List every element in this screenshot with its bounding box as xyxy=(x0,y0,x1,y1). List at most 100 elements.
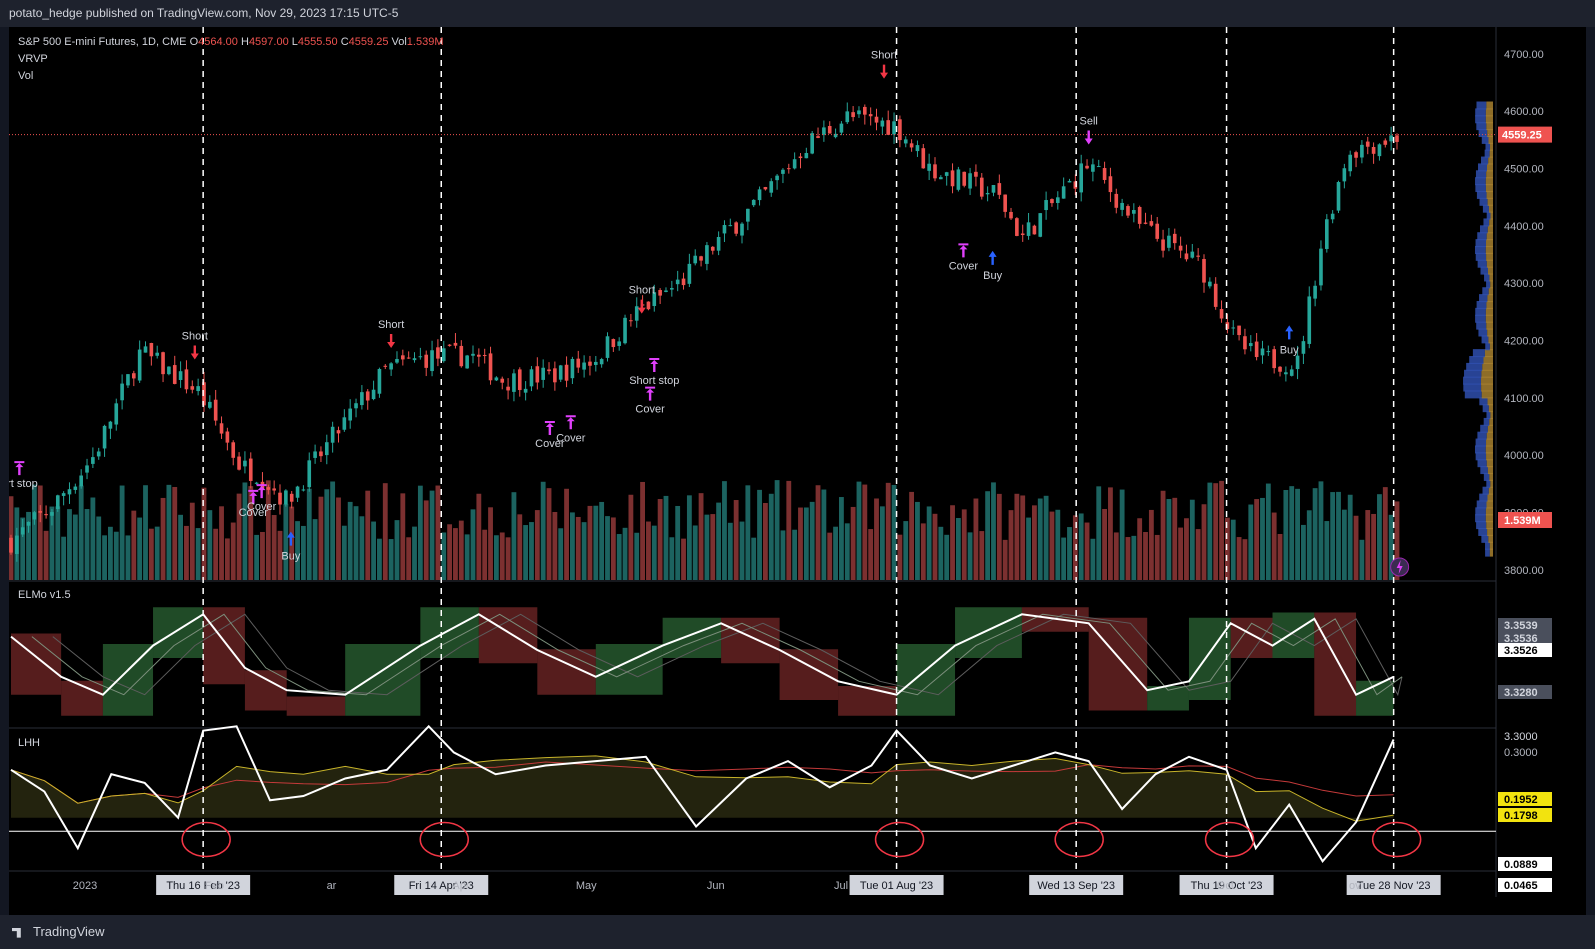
candle-body xyxy=(652,292,657,307)
signal-label: Short xyxy=(182,330,208,342)
elmo-axis-label: 3.3536 xyxy=(1504,633,1538,645)
vrvp-bar xyxy=(1463,383,1482,392)
vrvp-bar xyxy=(1486,211,1491,220)
candle-body xyxy=(278,492,282,505)
vrvp-bar xyxy=(1489,342,1493,351)
candle-body xyxy=(336,430,341,434)
vrvp-bar xyxy=(1487,163,1493,172)
vrvp-bar xyxy=(1488,266,1493,275)
volume-bar xyxy=(833,526,838,580)
chart-canvas[interactable]: 4700.00 4600.00 4500.00 4400.00 4300.00 4200.… xyxy=(9,27,1586,915)
candle-body xyxy=(1026,222,1031,236)
lhh-pane-title[interactable]: LHH xyxy=(18,737,41,749)
candle-body xyxy=(699,256,703,261)
vrvp-bar xyxy=(1483,356,1493,365)
volume-bar xyxy=(727,522,733,580)
volume-bar xyxy=(330,481,336,580)
volume-bar xyxy=(610,517,616,580)
candle-body xyxy=(477,354,481,357)
vrvp-bar xyxy=(1486,459,1493,468)
cover-arrow-icon xyxy=(14,461,25,476)
vrvp-bar xyxy=(1475,452,1487,461)
volume-bar xyxy=(113,531,119,580)
legend-vol[interactable]: Vol xyxy=(18,70,34,82)
candle-body xyxy=(1009,211,1013,219)
vrvp-bar xyxy=(1485,541,1490,550)
volume-bar xyxy=(868,529,874,580)
volume-bar xyxy=(511,492,517,580)
volume-bar xyxy=(184,525,189,580)
candle-body xyxy=(32,512,37,520)
vrvp-bar xyxy=(1485,142,1490,151)
candle-body xyxy=(243,460,247,467)
candle-body xyxy=(1231,327,1236,329)
vrvp-bar xyxy=(1475,184,1486,193)
vrvp-bar xyxy=(1486,321,1493,330)
candle-body xyxy=(734,222,738,234)
short-arrow-icon xyxy=(637,299,646,314)
candle-body xyxy=(728,225,733,227)
candle-body xyxy=(155,352,160,356)
volume-bar xyxy=(1260,497,1265,580)
vrvp-bar xyxy=(1489,218,1493,227)
candle-body xyxy=(1219,309,1224,319)
volume-bar xyxy=(394,520,400,580)
volume-bar xyxy=(751,537,757,580)
candle-body xyxy=(605,336,610,358)
candle-body xyxy=(541,367,545,380)
last-volume-label: 1.539M xyxy=(1504,515,1541,527)
signal-label: Short xyxy=(871,50,897,62)
candle-body xyxy=(944,172,949,176)
date-tag-label: Wed 13 Sep '23 xyxy=(1037,880,1115,892)
lhh-fill xyxy=(11,755,1394,822)
date-tag-label: Tue 28 Nov '23 xyxy=(1357,880,1431,892)
candle-body xyxy=(237,456,241,470)
volume-bar xyxy=(108,526,113,580)
vrvp-bar xyxy=(1480,424,1488,433)
volume-bar xyxy=(1160,490,1166,580)
volume-bar xyxy=(1014,493,1020,580)
candle-body xyxy=(1278,366,1282,372)
vrvp-bar xyxy=(1475,307,1486,316)
elmo-pane-title[interactable]: ELMo v1.5 xyxy=(18,589,71,601)
lhh-main-line xyxy=(10,724,1395,864)
signal-label: Short stop xyxy=(629,375,679,387)
vrvp-bar xyxy=(1478,129,1488,138)
volume-bar xyxy=(803,507,809,580)
candle-body xyxy=(1354,152,1358,158)
elmo-axis-label: 3.3539 xyxy=(1504,620,1538,632)
candle-body xyxy=(512,373,516,392)
signal-label: Short xyxy=(629,285,655,297)
candle-body xyxy=(956,169,961,190)
volume-bar xyxy=(722,481,727,580)
legend-vrvp[interactable]: VRVP xyxy=(18,53,48,65)
volume-bar xyxy=(464,534,470,580)
volume-bar xyxy=(470,509,476,580)
vrvp-bar xyxy=(1479,397,1488,406)
candle-body xyxy=(535,366,540,383)
candle-body xyxy=(746,208,750,222)
signal-label: Buy xyxy=(1280,344,1299,356)
vrvp-bar xyxy=(1489,548,1493,557)
candle-body xyxy=(1202,258,1206,283)
vrvp-bar xyxy=(1487,397,1493,406)
volume-bar xyxy=(388,539,394,580)
vrvp-bar xyxy=(1479,294,1488,303)
volume-bar xyxy=(938,526,944,580)
vrvp-bar xyxy=(1485,507,1493,516)
candle-body xyxy=(424,354,429,368)
legend-open-label: O xyxy=(189,36,199,48)
candle-body xyxy=(804,153,809,159)
date-tag xyxy=(1029,875,1124,895)
volume-bar xyxy=(593,505,599,580)
volume-bar xyxy=(365,490,371,580)
candle-body xyxy=(1365,141,1370,147)
volume-bar xyxy=(967,532,973,580)
volume-bar xyxy=(710,514,716,580)
volume-bar xyxy=(160,497,166,580)
volume-bar xyxy=(43,530,49,580)
candle-body xyxy=(827,126,832,134)
elmo-ribbon xyxy=(420,607,479,658)
volume-bar xyxy=(1113,532,1119,580)
lhh-axis-tag xyxy=(1498,878,1552,892)
